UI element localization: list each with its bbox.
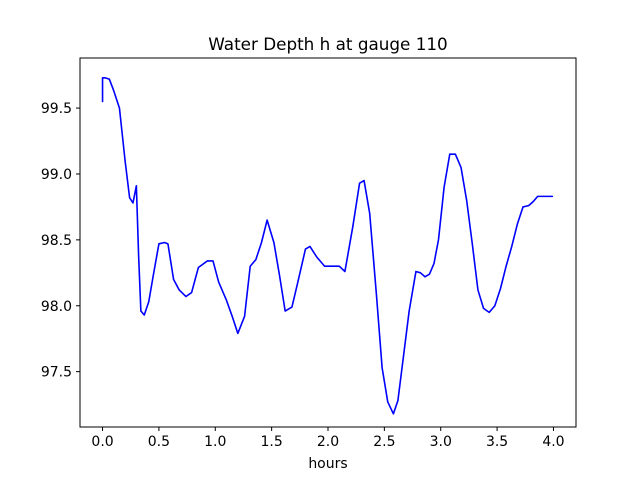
- series-layer: [101, 76, 554, 415]
- x-axis: 0.0 0.5 1.0 1.5 2.0 2.5 3.0 3.5 4.0: [91, 427, 565, 450]
- plot-area: [80, 58, 576, 427]
- x-tick-label: 3.0: [430, 434, 452, 450]
- x-tick-label: 1.5: [261, 434, 283, 450]
- x-tick-label: 2.5: [373, 434, 395, 450]
- x-tick-label: 1.0: [204, 434, 226, 450]
- x-axis-label: hours: [308, 456, 347, 472]
- x-tick-label: 0.5: [148, 434, 170, 450]
- x-tick-label: 4.0: [542, 434, 564, 450]
- series-line-0: [101, 76, 554, 415]
- x-tick-label: 3.5: [486, 434, 508, 450]
- chart-title: Water Depth h at gauge 110: [208, 34, 447, 54]
- y-tick-label: 98.0: [41, 299, 72, 315]
- y-tick-label: 97.5: [41, 365, 72, 381]
- y-axis: 97.5 98.0 98.5 99.0 99.5: [41, 101, 80, 381]
- y-tick-label: 99.0: [41, 167, 72, 183]
- x-tick-label: 2.0: [317, 434, 339, 450]
- y-tick-label: 99.5: [41, 101, 72, 117]
- x-tick-label: 0.0: [91, 434, 113, 450]
- y-tick-label: 98.5: [41, 233, 72, 249]
